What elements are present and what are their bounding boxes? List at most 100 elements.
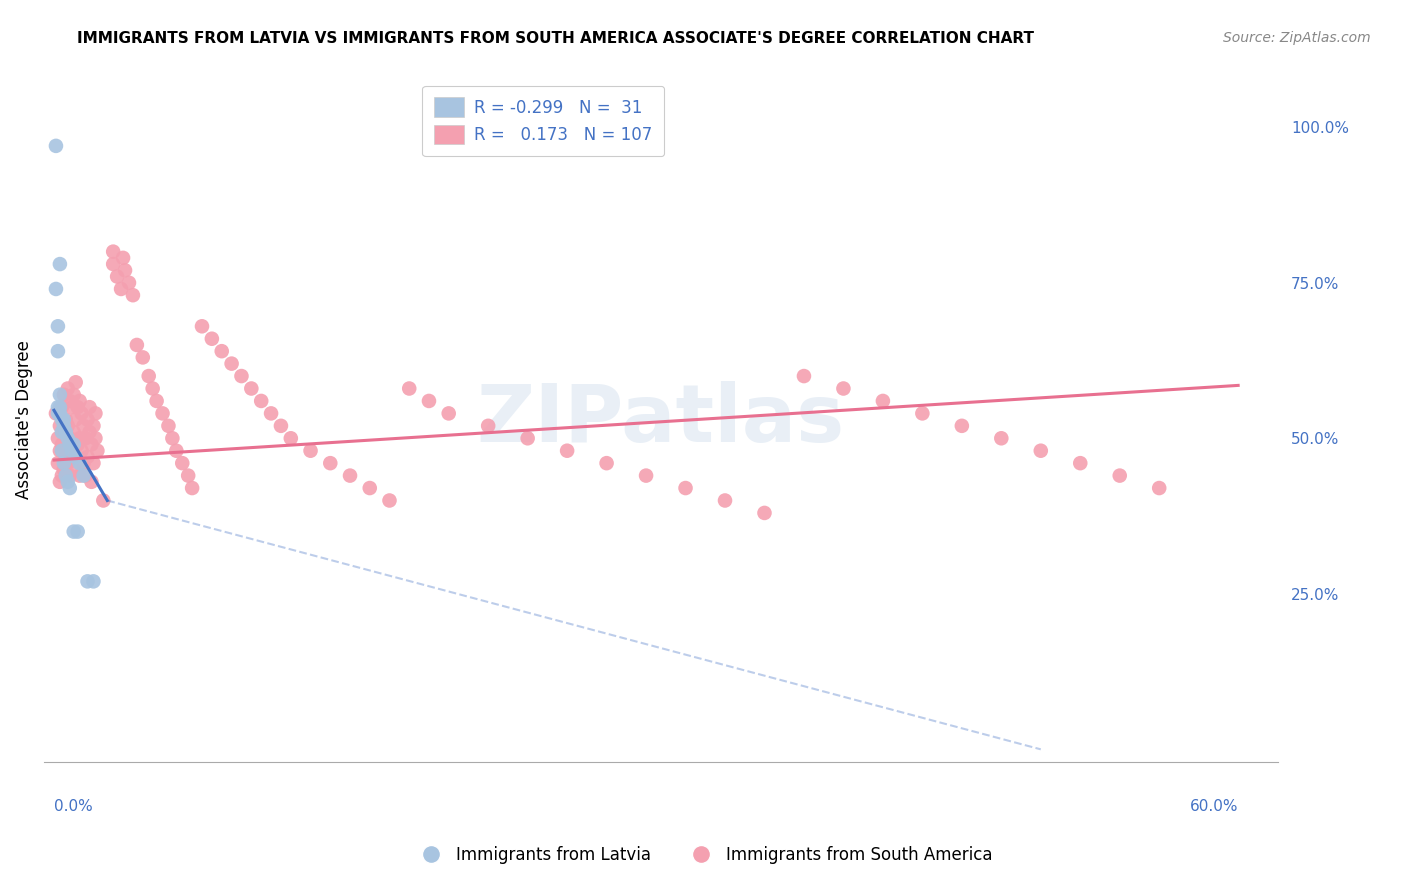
Point: [211, 344, 233, 359]
Point: [110, 282, 132, 296]
Text: 60.0%: 60.0%: [1189, 799, 1239, 814]
Point: [516, 431, 538, 445]
Y-axis label: Associate's Degree: Associate's Degree: [15, 340, 32, 499]
Point: [114, 263, 136, 277]
Point: [62, 437, 84, 451]
Point: [46, 456, 69, 470]
Point: [260, 406, 283, 420]
Point: [51, 437, 73, 451]
Point: [172, 456, 194, 470]
Point: [477, 418, 499, 433]
Point: [555, 443, 578, 458]
Point: [132, 351, 155, 365]
Point: [162, 431, 184, 445]
Point: [60, 437, 83, 451]
Point: [46, 319, 69, 334]
Point: [56, 418, 79, 433]
Point: [142, 382, 165, 396]
Point: [46, 406, 69, 420]
Point: [714, 493, 737, 508]
Point: [84, 406, 107, 420]
Point: [754, 506, 776, 520]
Point: [56, 475, 79, 489]
Point: [52, 425, 75, 439]
Point: [55, 425, 77, 439]
Point: [82, 456, 104, 470]
Point: [675, 481, 697, 495]
Point: [49, 406, 72, 420]
Point: [66, 437, 89, 451]
Text: IMMIGRANTS FROM LATVIA VS IMMIGRANTS FROM SOUTH AMERICA ASSOCIATE'S DEGREE CORRE: IMMIGRANTS FROM LATVIA VS IMMIGRANTS FRO…: [77, 31, 1035, 46]
Point: [55, 412, 77, 426]
Point: [59, 481, 82, 495]
Point: [270, 418, 292, 433]
Point: [76, 574, 98, 589]
Point: [378, 493, 401, 508]
Point: [84, 431, 107, 445]
Point: [138, 369, 160, 384]
Point: [49, 475, 72, 489]
Point: [70, 443, 93, 458]
Point: [418, 393, 440, 408]
Point: [1108, 468, 1130, 483]
Point: [125, 338, 148, 352]
Point: [62, 425, 84, 439]
Point: [49, 388, 72, 402]
Point: [56, 431, 79, 445]
Point: [51, 412, 73, 426]
Point: [86, 443, 108, 458]
Point: [65, 412, 87, 426]
Point: [280, 431, 302, 445]
Point: [1029, 443, 1052, 458]
Point: [76, 450, 98, 464]
Point: [56, 456, 79, 470]
Point: [66, 524, 89, 539]
Point: [59, 393, 82, 408]
Point: [65, 376, 87, 390]
Point: [56, 382, 79, 396]
Point: [398, 382, 420, 396]
Point: [51, 425, 73, 439]
Point: [105, 269, 128, 284]
Point: [112, 251, 135, 265]
Point: [79, 400, 101, 414]
Point: [59, 431, 82, 445]
Point: [62, 388, 84, 402]
Point: [69, 393, 91, 408]
Point: [49, 257, 72, 271]
Point: [69, 456, 91, 470]
Point: [69, 431, 91, 445]
Point: [72, 418, 94, 433]
Point: [82, 574, 104, 589]
Point: [145, 393, 167, 408]
Point: [45, 139, 67, 153]
Point: [51, 468, 73, 483]
Point: [911, 406, 934, 420]
Point: [437, 406, 460, 420]
Point: [72, 468, 94, 483]
Point: [70, 406, 93, 420]
Point: [319, 456, 342, 470]
Point: [59, 468, 82, 483]
Point: [595, 456, 617, 470]
Point: [80, 475, 103, 489]
Point: [66, 400, 89, 414]
Point: [82, 418, 104, 433]
Point: [51, 400, 73, 414]
Point: [60, 400, 83, 414]
Point: [52, 388, 75, 402]
Text: 0.0%: 0.0%: [53, 799, 93, 814]
Point: [250, 393, 273, 408]
Point: [75, 468, 97, 483]
Point: [231, 369, 253, 384]
Point: [59, 437, 82, 451]
Point: [46, 344, 69, 359]
Point: [65, 450, 87, 464]
Legend: R = -0.299   N =  31, R =   0.173   N = 107: R = -0.299 N = 31, R = 0.173 N = 107: [422, 86, 664, 156]
Point: [49, 400, 72, 414]
Point: [55, 450, 77, 464]
Point: [45, 282, 67, 296]
Point: [950, 418, 973, 433]
Point: [76, 412, 98, 426]
Point: [52, 462, 75, 476]
